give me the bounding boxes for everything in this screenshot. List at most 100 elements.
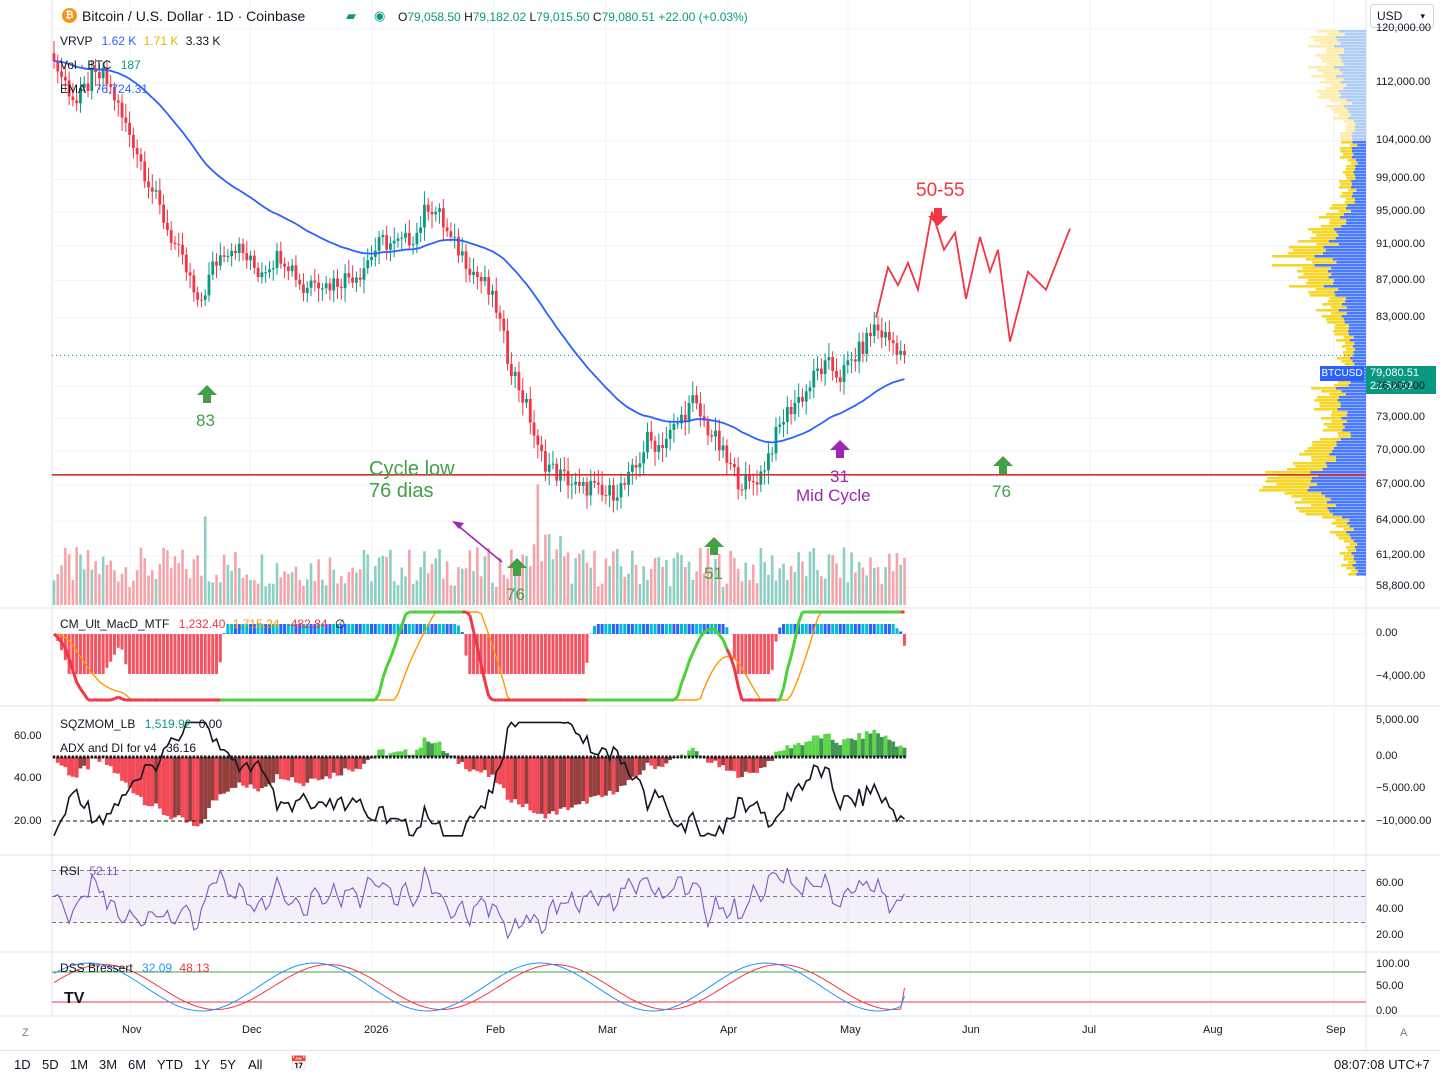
sqzmom-bar [399,751,404,757]
candle-body [672,424,676,430]
squeeze-dot [763,755,766,759]
squeeze-dot [619,755,623,759]
volume-bar [615,549,619,605]
macd-histogram-bar [343,624,347,634]
auto-scale-icon[interactable]: A [1400,1027,1408,1039]
vrvp-bar-down [1341,192,1353,195]
volume-bar [812,548,816,605]
volume-bar [313,580,317,605]
dss-legend[interactable]: DSS Bressert 32.09 48.13 [60,961,210,975]
macd-histogram-bar [634,624,638,634]
squeeze-dot [604,755,608,759]
timeframe-button-5y[interactable]: 5Y [220,1057,236,1072]
sqzmom-bar [354,757,359,769]
candle-body [207,274,211,296]
sqzmom-bar [501,757,506,789]
macd-line-segment [468,614,476,632]
rsi-legend[interactable]: RSI 52.11 [60,864,119,878]
macd-histogram-bar [124,634,128,665]
vrvp-bar-down [1330,99,1347,102]
volume-bar [793,572,797,605]
candle-body [336,278,339,287]
macd-line-segment [732,668,740,687]
candle-body [128,122,131,135]
macd-histogram-bar [283,624,287,634]
squeeze-dot [294,755,298,759]
candle-body [816,368,819,371]
vrvp-bar-up [1353,351,1366,354]
squeeze-dot [101,755,105,759]
timeframe-button-ytd[interactable]: YTD [157,1057,183,1072]
volume-bar [324,585,328,605]
sqzmom-bar [660,757,665,767]
vrvp-bar-up [1346,531,1366,534]
timeframe-button-5d[interactable]: 5D [42,1057,59,1072]
candle-body [566,471,570,486]
timeframe-button-1m[interactable]: 1M [70,1057,89,1072]
sqzmom-legend[interactable]: SQZMOM_LB 1,519.92 0.00 [60,717,223,731]
squeeze-dot [249,755,252,759]
candle-body [634,464,638,468]
vrvp-bar-down [1299,453,1330,456]
macd-line-segment [113,695,119,701]
vrvp-bar-down [1347,123,1356,126]
squeeze-dot [457,755,460,759]
timeframe-button-6m[interactable]: 6M [128,1057,147,1072]
volume-bar [612,551,615,605]
ema-legend[interactable]: EMA 76,724.31 [60,82,149,96]
adx-legend[interactable]: ADX and DI for v4 36.16 [60,741,197,755]
vrvp-legend[interactable]: VRVP 1.62 K 1.71 K 3.33 K [60,34,221,48]
squeeze-dot [381,755,385,759]
sqzmom-bar [774,751,778,757]
candle-body [778,424,782,427]
vrvp-bar-down [1259,489,1308,492]
sqzmom-bar [365,757,370,761]
macd-histogram-bar [774,634,778,642]
zoom-z-icon[interactable]: Z [22,1027,29,1039]
clock[interactable]: 08:07:08 UTC+7 [1334,1057,1430,1072]
timeframe-button-3m[interactable]: 3M [99,1057,118,1072]
squeeze-dot [733,755,736,759]
macd-line-segment [721,638,729,650]
candle-body [116,100,120,103]
squeeze-dot [472,755,475,759]
vrvp-bar-up [1338,288,1366,291]
volume-bar [260,554,264,605]
candle-body [544,451,547,472]
volume-bar [56,573,60,605]
vrvp-bar-down [1334,384,1349,387]
timeframe-button-1d[interactable]: 1D [14,1057,31,1072]
sqzmom-bar [611,757,616,795]
date-range-icon[interactable]: 📅 [290,1055,308,1071]
macd-histogram-bar [596,624,600,634]
timeframe-button-all[interactable]: All [248,1057,263,1072]
sqzmom-bar [505,757,510,800]
volume-bar [789,566,793,605]
vrvp-bar-up [1349,534,1366,537]
bitcoin-logo-icon: ₿ [62,8,77,23]
sqzmom-axis-label: −10,000.00 [1376,815,1432,827]
macd-legend[interactable]: CM_Ult_MacD_MTF 1,232.40 1,715.24 -482.8… [60,617,346,631]
squeeze-dot [695,755,698,759]
macd-histogram-bar [301,624,305,634]
candle-body [366,260,370,269]
macd-line-segment [110,697,115,702]
currency-select[interactable]: USD ▾ [1370,4,1434,28]
sqzmom-bar [173,757,177,818]
candle-body [710,435,714,437]
timeframe-button-1y[interactable]: 1Y [194,1057,210,1072]
volume-legend[interactable]: Vol · BTC 187 [60,58,141,72]
volume-bar [823,578,827,605]
volume-bar [479,576,483,605]
macd-histogram-bar [721,624,725,634]
candle-body [162,204,166,223]
candle-body [449,231,453,237]
candle-body [861,341,865,354]
symbol-title[interactable]: Bitcoin / U.S. Dollar · 1D · Coinbase [82,8,306,24]
volume-bar [740,581,744,605]
vrvp-bar-down [1305,258,1333,261]
vrvp-bar-up [1353,153,1366,156]
macd-histogram-bar [490,634,494,674]
vrvp-bar-up [1337,39,1366,42]
